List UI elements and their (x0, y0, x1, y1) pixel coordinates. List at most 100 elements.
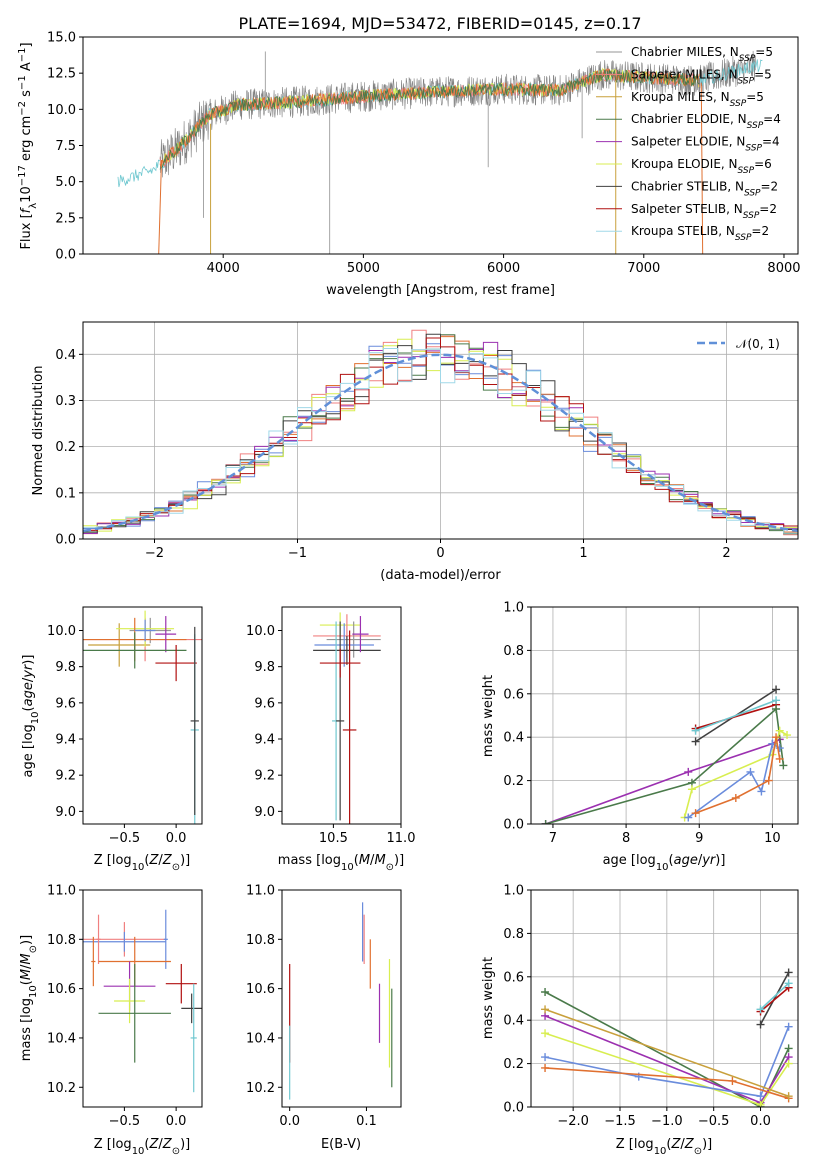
label-part: Z [ (94, 853, 112, 868)
weight-marker (779, 761, 788, 770)
x-tick-label: 10.5 (319, 831, 348, 846)
axes-frame: −2.0 −1.5 −1.0 −0.5 0.0 0.0 0.2 0.4 0.6 0.8 1.0 (503, 884, 799, 1129)
x-axis-label: Z [log10(Z/Z⊙)] (616, 1137, 713, 1157)
axes-frame: −0.5 0.0 9.0 9.2 9.4 9.6 9.8 10.0 (47, 606, 203, 846)
z-weight-axes: −2.0 −1.5 −1.0 −0.5 0.0 0.0 0.2 0.4 0.6 0.8 1.0 Z [… (481, 884, 799, 1157)
label-part: M (19, 953, 34, 964)
label-part: 10 (19, 186, 34, 203)
label-part: Flux [ (19, 213, 34, 249)
axes-box (82, 889, 203, 1108)
label-part: )] (180, 1137, 190, 1152)
x-tick-label: 4000 (207, 261, 240, 276)
label-part: Z [ (94, 1137, 112, 1152)
legend-part: (0, 1) (748, 337, 780, 351)
label-part: ⊙ (386, 862, 394, 873)
label-part: Z (162, 853, 173, 868)
plot-area (541, 968, 793, 1107)
legend-entry: Salpeter STELIB, NSSP=2 (631, 202, 777, 221)
label-part: )] (19, 935, 34, 945)
label-part: 10 (132, 1146, 145, 1157)
label-part: age [ (603, 853, 636, 868)
weight-marker (783, 731, 792, 740)
x-tick-label: 10 (764, 831, 781, 846)
label-part: ( (666, 1137, 671, 1152)
y-tick-label: 0.4 (503, 731, 524, 746)
weight-series (759, 982, 790, 1010)
weight-series (695, 703, 777, 730)
label-part: / (370, 853, 375, 868)
label-part: ( (669, 853, 674, 868)
y-tick-label: 0.0 (503, 818, 524, 833)
label-part: ( (354, 853, 359, 868)
weight-marker (541, 1063, 550, 1072)
x-tick-label: 6000 (487, 261, 520, 276)
legend-part: =4 (762, 135, 780, 149)
y-tick-label: 2.5 (55, 211, 76, 226)
legend-part: SSP (739, 54, 756, 64)
x-tick-label: 0 (436, 546, 444, 561)
label-part: M (19, 969, 34, 980)
weight-series (545, 707, 785, 824)
label-part: yr (21, 663, 36, 679)
axes-box (281, 889, 402, 1108)
x-axis-label: E(B-V) (321, 1137, 361, 1152)
plot-area (83, 610, 202, 824)
x-tick-label: 8000 (767, 261, 800, 276)
x-tick-label: 0.0 (279, 1114, 300, 1129)
y-tick-label: 10.4 (246, 1031, 275, 1046)
weight-marker (541, 1005, 550, 1014)
label-part: −1 (17, 75, 28, 90)
legend-part: =5 (755, 45, 773, 59)
weight-marker (728, 1076, 737, 1085)
y-tick-label: 0.0 (503, 1101, 524, 1116)
label-part: / (680, 1137, 685, 1152)
label-part: log (112, 853, 132, 868)
weight-marker (772, 685, 781, 694)
x-tick-label: −0.5 (109, 831, 141, 846)
x-tick-label: −0.5 (698, 1114, 730, 1129)
y-tick-label: 1.0 (503, 884, 524, 899)
label-part: 10 (341, 862, 354, 873)
label-part: A (19, 62, 34, 75)
label-part: 10 (30, 711, 41, 724)
label-part: λ (28, 203, 39, 209)
weight-marker (756, 1020, 765, 1029)
y-tick-label: 9.6 (55, 696, 76, 711)
label-part: ( (144, 853, 149, 868)
label-part: M (374, 853, 385, 868)
axes-frame: 7 8 9 10 0.0 0.2 0.4 0.6 0.8 1.0 (503, 601, 799, 846)
weight-marker (691, 726, 700, 735)
label-part: )] (394, 853, 404, 868)
legend-part: =6 (754, 157, 772, 171)
label-part: −1 (17, 48, 28, 63)
x-tick-label: 8 (622, 831, 630, 846)
y-tick-label: 0.3 (55, 394, 76, 409)
z-mass-axes: −0.5 0.010.210.410.610.811.0Z [log10(Z/Z⊙… (19, 884, 203, 1157)
y-axis-label: Normed distribution (31, 366, 46, 496)
legend-part: SSP (745, 144, 762, 154)
label-part: Z (149, 1137, 160, 1152)
y-tick-label: 0.6 (503, 687, 524, 702)
label-part: Z (684, 1137, 695, 1152)
y-tick-label: 9.4 (254, 733, 275, 748)
weight-marker (772, 704, 781, 713)
weight-series (759, 986, 790, 1013)
weight-marker (687, 785, 696, 794)
legend-part: Kroupa ELODIE, N (631, 157, 738, 171)
x-tick-label: 9 (695, 831, 703, 846)
ebv-mass-axes: 0.0 0.1 10.2 10.4 10.6 10.8 11.0 E(B-V) (246, 884, 402, 1152)
weight-marker (784, 1059, 793, 1068)
label-part: log (636, 853, 656, 868)
label-part: / (21, 677, 36, 682)
y-tick-label: 15.0 (47, 31, 76, 46)
weight-marker (764, 776, 773, 785)
label-part: Z (162, 1137, 173, 1152)
label-part: age (674, 853, 698, 868)
weight-marker (772, 733, 781, 742)
label-part: / (698, 853, 703, 868)
x-axis-label: wavelength [Angstrom, rest frame] (326, 283, 555, 298)
